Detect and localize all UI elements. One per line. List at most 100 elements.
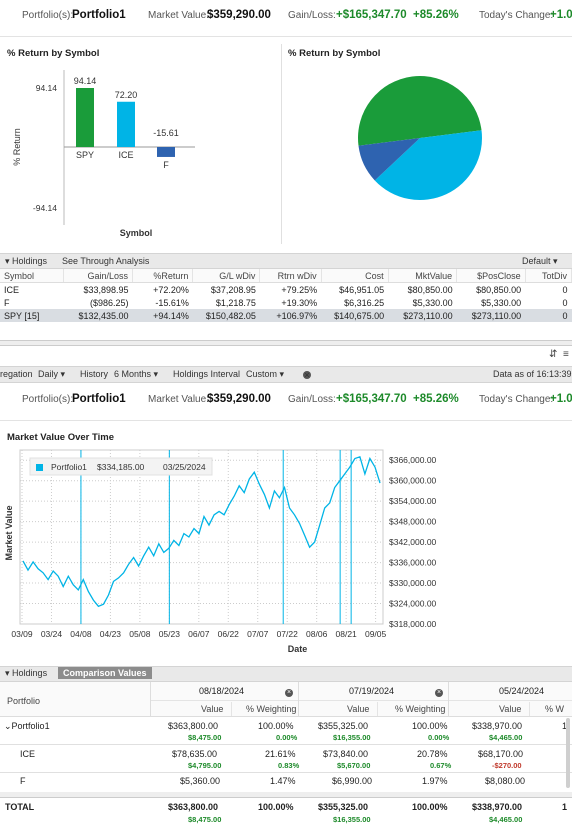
horizontal-scrollbar[interactable] [0, 792, 572, 797]
y-axis-label: Market Value [4, 505, 14, 560]
todays-change-value: +1.0 [550, 9, 572, 21]
col-gain-loss[interactable]: Gain/Loss [63, 269, 134, 283]
value: $8,080.00 [485, 776, 526, 786]
total-label: TOTAL [5, 802, 35, 812]
chevron-down-icon: ▾ [279, 369, 285, 379]
vertical-scrollbar[interactable] [566, 718, 570, 788]
holdings-toolbar: ▾ Holdings See Through Analysis Default … [0, 253, 572, 269]
market-value-label: Market Value: [148, 10, 209, 21]
col-rtrn-wdiv[interactable]: Rtrn wDiv [259, 269, 322, 283]
y-tick-label: $342,000.00 [389, 537, 437, 547]
total-value: $355,325.00 [318, 802, 369, 812]
cell-mkt-value: $273,110.00 [388, 309, 457, 322]
table-row[interactable]: F ($986.25) -15.61% $1,218.75 +19.30% $6… [0, 296, 572, 309]
interval-select[interactable]: Custom ▾ [246, 369, 284, 380]
value-change: $16,355.00 [333, 733, 371, 742]
sort-arrows-icon[interactable]: ⇵ [549, 349, 558, 360]
symbol-name: F [20, 776, 26, 786]
value-change: $8,475.00 [188, 733, 222, 742]
remove-date-button[interactable]: × [435, 686, 443, 697]
date-group-1: 08/18/2024 × Value % Weighting [150, 682, 299, 716]
menu-icon[interactable]: ≡ [563, 349, 569, 360]
cell-return: -15.61% [155, 297, 189, 308]
view-select[interactable]: Default ▾ [522, 256, 558, 267]
portfolio-summary-header: Portfolio(s): Portfolio1 Market Value: $… [0, 0, 572, 30]
portfolio-name[interactable]: Portfolio1 [72, 393, 126, 405]
y-tick-label: $324,000.00 [389, 599, 437, 609]
cell-gl-wdiv: $37,208.95 [210, 284, 256, 295]
value: $78,635.00 [172, 749, 218, 759]
gain-loss-pct: +85.26% [413, 9, 459, 21]
value: $5,360.00 [180, 776, 221, 786]
close-icon: × [285, 689, 293, 697]
cell-cost: $46,951.05 [339, 284, 385, 295]
divider [529, 702, 530, 716]
weighting: 1 [562, 721, 568, 731]
value-change: $4,795.00 [188, 761, 222, 770]
y-tick-label: $360,000.00 [389, 476, 437, 486]
cell-gl-wdiv: $150,482.05 [192, 309, 260, 322]
col-pos-close[interactable]: $PosClose [456, 269, 526, 283]
see-through-analysis-link[interactable]: See Through Analysis [62, 256, 150, 266]
table-row[interactable]: ICE $33,898.95 +72.20% $37,208.95 +79.25… [0, 283, 572, 297]
portfolio-summary-header-2: Portfolio(s): Portfolio1 Market Value: $… [0, 384, 572, 414]
x-tick-label: 08/06 [306, 629, 328, 639]
col-gl-wdiv[interactable]: G/L wDiv [192, 269, 261, 283]
col-return[interactable]: %Return [132, 269, 194, 283]
value-col-header: Value [499, 704, 522, 714]
bar-category-label: ICE [118, 150, 133, 160]
x-tick-label: 06/22 [218, 629, 240, 639]
col-cost[interactable]: Cost [321, 269, 389, 283]
portfolio-label: Portfolio(s): [22, 10, 74, 21]
value-col-header: Value [347, 704, 370, 714]
history-select[interactable]: 6 Months ▾ [114, 369, 158, 380]
holdings-collapse-toggle[interactable]: ▾ Holdings [5, 256, 48, 266]
col-symbol[interactable]: Symbol [0, 269, 65, 283]
table-row[interactable]: SPY [15] $132,435.00 +94.14% $150,482.05… [0, 309, 572, 322]
holdings-tab[interactable]: ▾ Holdings [5, 668, 47, 679]
bar-value-label: 72.20 [115, 90, 138, 100]
weighting: 100.00% [412, 721, 448, 731]
comparison-row-portfolio1[interactable]: ⌄Portfolio1 $363,800.00 $8,475.00 100.00… [0, 718, 572, 745]
weighting: 100.00% [258, 721, 294, 731]
col-mkt-value[interactable]: MktValue [388, 269, 458, 283]
cell-gain-loss: ($986.25) [90, 297, 129, 308]
col-tot-div[interactable]: TotDiv [525, 269, 572, 283]
plot-area [19, 449, 384, 625]
comparison-grid: Portfolio 08/18/2024 × Value % Weighting… [0, 682, 572, 824]
value: $68,170.00 [478, 749, 524, 759]
y-tick-label: 94.14 [36, 83, 58, 93]
aggregation-select[interactable]: Daily ▾ [38, 369, 65, 380]
cell-tot-div: 0 [562, 297, 568, 308]
portfolio-label: Portfolio(s): [22, 394, 74, 405]
x-axis-label: Symbol [120, 228, 153, 238]
x-tick-label: 05/08 [129, 629, 151, 639]
comparison-row-f[interactable]: F $5,360.00 1.47% $6,990.00 1.97% $8,080… [0, 774, 572, 788]
cell-cost: $140,675.00 [321, 309, 389, 322]
cell-rtrn-wdiv: +19.30% [281, 297, 318, 308]
interval-label: Holdings Interval [173, 369, 241, 379]
expand-portfolio-toggle[interactable]: ⌄Portfolio1 [4, 721, 50, 732]
portfolio-name[interactable]: Portfolio1 [72, 9, 126, 21]
divider [151, 700, 299, 701]
value: $6,990.00 [332, 776, 373, 786]
pie-slice-ice [374, 130, 482, 200]
cell-tot-div: 0 [525, 309, 572, 322]
comparison-row-ice[interactable]: ICE $78,635.00 $4,795.00 21.61% 0.83% $7… [0, 746, 572, 773]
value: $338,970.00 [472, 721, 523, 731]
x-tick-label: 07/07 [247, 629, 269, 639]
history-value: 6 Months [114, 369, 152, 379]
x-tick-label: 08/21 [336, 629, 358, 639]
pane-splitter[interactable] [0, 340, 572, 346]
chevron-down-icon: ▾ [553, 256, 558, 266]
gain-loss-label: Gain/Loss: [288, 394, 336, 405]
total-value-change: $16,355.00 [333, 815, 371, 824]
legend-box [29, 457, 213, 476]
comparison-values-tab[interactable]: Comparison Values [58, 667, 152, 679]
divider [377, 702, 378, 716]
total-weighting: 100.00% [258, 802, 294, 812]
remove-date-button[interactable]: × [285, 686, 293, 697]
chevron-down-icon: ▾ [60, 369, 66, 379]
chevron-down-icon: ⌄ [4, 721, 12, 731]
x-tick-label: 03/24 [41, 629, 63, 639]
